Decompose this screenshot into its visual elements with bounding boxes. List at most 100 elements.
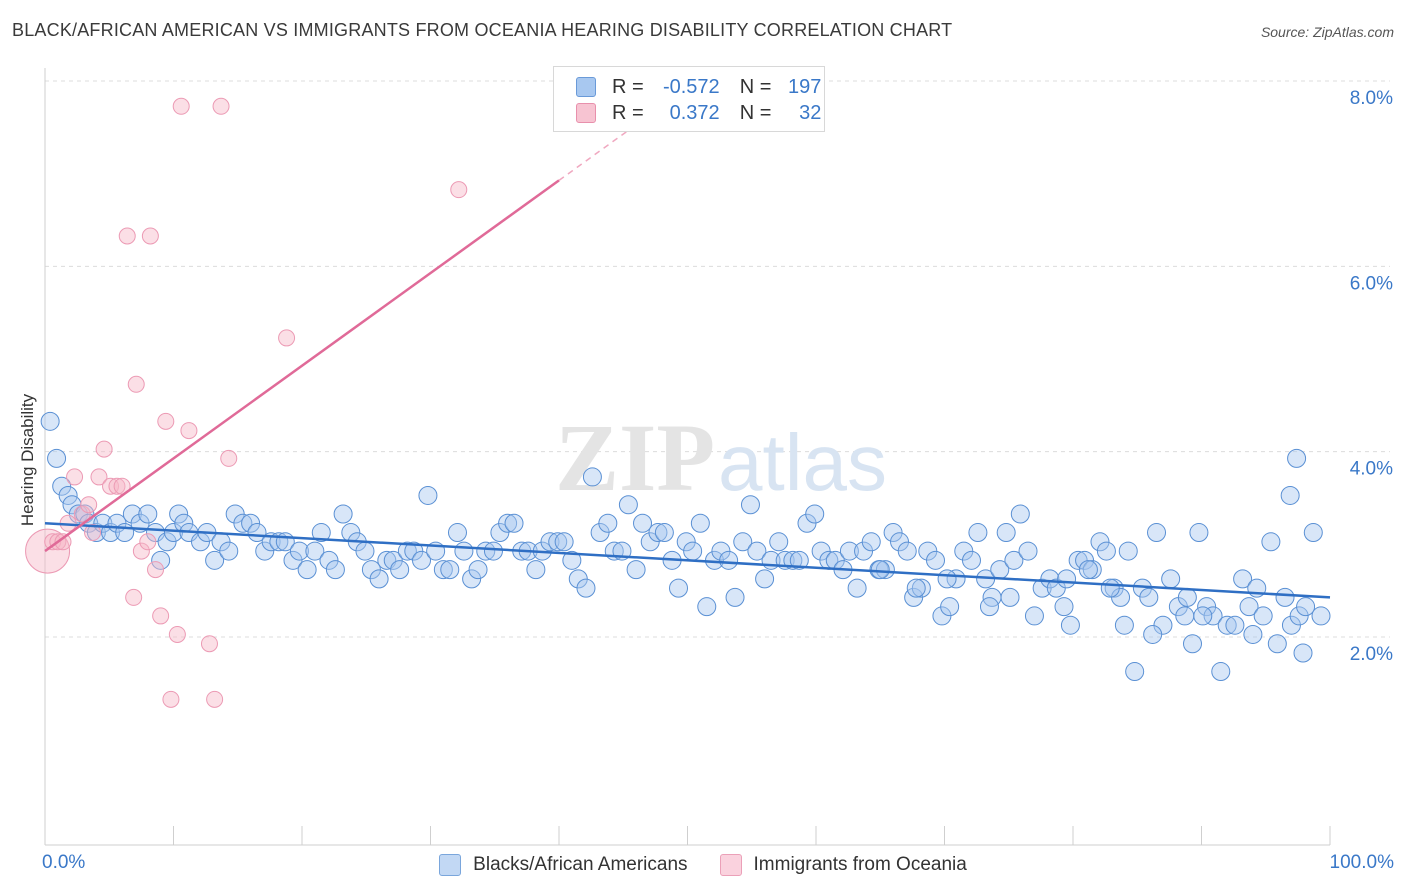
legend-row-blacks: R = -0.572 N = 197 bbox=[576, 74, 821, 100]
point-blacks bbox=[1125, 662, 1145, 682]
point-blacks bbox=[440, 560, 460, 580]
point-blacks bbox=[1253, 606, 1273, 626]
point-blacks bbox=[1197, 597, 1217, 617]
point-blacks bbox=[669, 578, 689, 598]
point-blacks bbox=[861, 532, 881, 552]
stats-legend: R = -0.572 N = 197 R = 0.372 N = 32 bbox=[553, 66, 825, 132]
point-oceania bbox=[108, 477, 126, 495]
point-blacks bbox=[598, 513, 618, 533]
point-blacks bbox=[1289, 606, 1309, 626]
point-oceania bbox=[162, 690, 180, 708]
series-oceania-points bbox=[25, 97, 468, 708]
y-axis-label: Hearing Disability bbox=[18, 393, 37, 527]
point-blacks bbox=[883, 523, 903, 543]
point-blacks bbox=[1183, 634, 1203, 654]
point-blacks bbox=[1018, 541, 1038, 561]
grid-lines bbox=[45, 80, 1390, 638]
point-blacks bbox=[255, 541, 275, 561]
point-blacks bbox=[1078, 560, 1098, 580]
point-blacks bbox=[1114, 615, 1134, 635]
point-blacks bbox=[839, 541, 859, 561]
point-blacks bbox=[311, 523, 331, 543]
point-blacks bbox=[562, 550, 582, 570]
point-oceania bbox=[147, 561, 165, 579]
point-blacks bbox=[582, 467, 602, 487]
legend-n-value: 32 bbox=[799, 101, 822, 124]
watermark: ZIP atlas bbox=[555, 404, 887, 511]
point-blacks bbox=[233, 513, 253, 533]
point-blacks bbox=[1096, 541, 1116, 561]
point-blacks bbox=[1217, 615, 1237, 635]
point-blacks bbox=[683, 541, 703, 561]
point-blacks bbox=[1161, 569, 1181, 589]
y-tick-label: 2.0% bbox=[1350, 644, 1393, 665]
point-blacks bbox=[870, 560, 890, 580]
point-oceania bbox=[220, 449, 238, 467]
point-oceania bbox=[54, 533, 72, 551]
point-blacks bbox=[1010, 504, 1030, 524]
legend-r-label: R = bbox=[612, 75, 644, 98]
point-blacks bbox=[476, 541, 496, 561]
point-blacks bbox=[1054, 597, 1074, 617]
point-blacks bbox=[1000, 587, 1020, 607]
point-blacks bbox=[1139, 587, 1159, 607]
point-blacks bbox=[676, 532, 696, 552]
trend-line-oceania bbox=[44, 179, 560, 553]
point-blacks bbox=[369, 569, 389, 589]
legend-item-oceania: Immigrants from Oceania bbox=[719, 854, 967, 876]
point-blacks bbox=[526, 560, 546, 580]
point-blacks bbox=[996, 523, 1016, 543]
legend-r-value: -0.572 bbox=[662, 75, 720, 98]
point-blacks bbox=[1311, 606, 1331, 626]
point-blacks bbox=[498, 513, 518, 533]
point-blacks bbox=[219, 541, 239, 561]
point-blacks bbox=[1004, 550, 1024, 570]
point-blacks bbox=[151, 550, 171, 570]
point-oceania bbox=[66, 468, 84, 486]
point-oceania bbox=[127, 375, 145, 393]
point-oceania bbox=[80, 496, 98, 514]
point-blacks bbox=[847, 578, 867, 598]
point-oceania bbox=[168, 625, 186, 643]
point-oceania bbox=[102, 477, 120, 495]
point-blacks bbox=[462, 569, 482, 589]
point-blacks bbox=[618, 495, 638, 515]
point-blacks bbox=[576, 578, 596, 598]
point-oceania bbox=[44, 533, 62, 551]
point-blacks bbox=[554, 532, 574, 552]
point-blacks bbox=[289, 541, 309, 561]
x-axis-min-label: 0.0% bbox=[42, 852, 86, 873]
point-blacks bbox=[1177, 587, 1197, 607]
point-blacks bbox=[648, 523, 668, 543]
point-blacks bbox=[52, 476, 72, 496]
y-tick-label: 6.0% bbox=[1350, 273, 1393, 294]
point-oceania bbox=[206, 690, 224, 708]
legend-n-value: 197 bbox=[788, 75, 822, 98]
y-tick-label: 8.0% bbox=[1350, 88, 1393, 109]
point-blacks bbox=[47, 448, 67, 468]
point-blacks bbox=[325, 560, 345, 580]
point-blacks bbox=[390, 560, 410, 580]
y-tick-label: 4.0% bbox=[1350, 459, 1393, 480]
point-blacks bbox=[355, 541, 375, 561]
point-blacks bbox=[1100, 578, 1120, 598]
point-blacks bbox=[968, 523, 988, 543]
point-blacks bbox=[418, 485, 438, 505]
point-blacks bbox=[1233, 569, 1253, 589]
legend-label-oceania: Immigrants from Oceania bbox=[753, 854, 967, 875]
watermark-atlas: atlas bbox=[718, 418, 887, 507]
trend-line-blacks bbox=[44, 522, 1331, 599]
trend-line-oceania-extension bbox=[558, 124, 637, 182]
point-oceania bbox=[139, 533, 157, 551]
point-blacks bbox=[740, 495, 760, 515]
point-blacks bbox=[447, 523, 467, 543]
point-blacks bbox=[733, 532, 753, 552]
point-blacks bbox=[1118, 541, 1138, 561]
legend-swatch-pink bbox=[576, 103, 596, 123]
point-blacks bbox=[1280, 485, 1300, 505]
point-oceania bbox=[118, 227, 136, 245]
point-blacks bbox=[1287, 448, 1307, 468]
point-blacks bbox=[875, 560, 895, 580]
point-oceania bbox=[172, 97, 190, 115]
point-blacks bbox=[961, 550, 981, 570]
